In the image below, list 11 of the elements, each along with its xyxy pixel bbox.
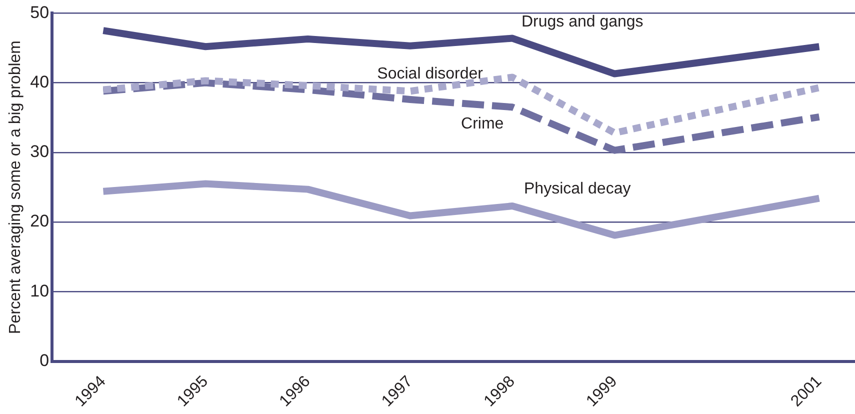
y-tick-label: 20: [30, 212, 50, 231]
y-tick-label: 0: [40, 350, 50, 370]
series-label: Drugs and gangs: [521, 14, 644, 31]
series-label: Crime: [461, 116, 504, 133]
series-label: Social disorder: [377, 66, 484, 83]
y-tick-label: 30: [30, 142, 50, 162]
y-tick-label: 40: [30, 72, 50, 92]
series-label: Physical decay: [524, 180, 631, 198]
y-tick-label: 10: [30, 281, 50, 300]
y-axis-title: Percent averaging some or a big problem: [7, 40, 24, 334]
y-tick-label: 50: [30, 2, 50, 22]
